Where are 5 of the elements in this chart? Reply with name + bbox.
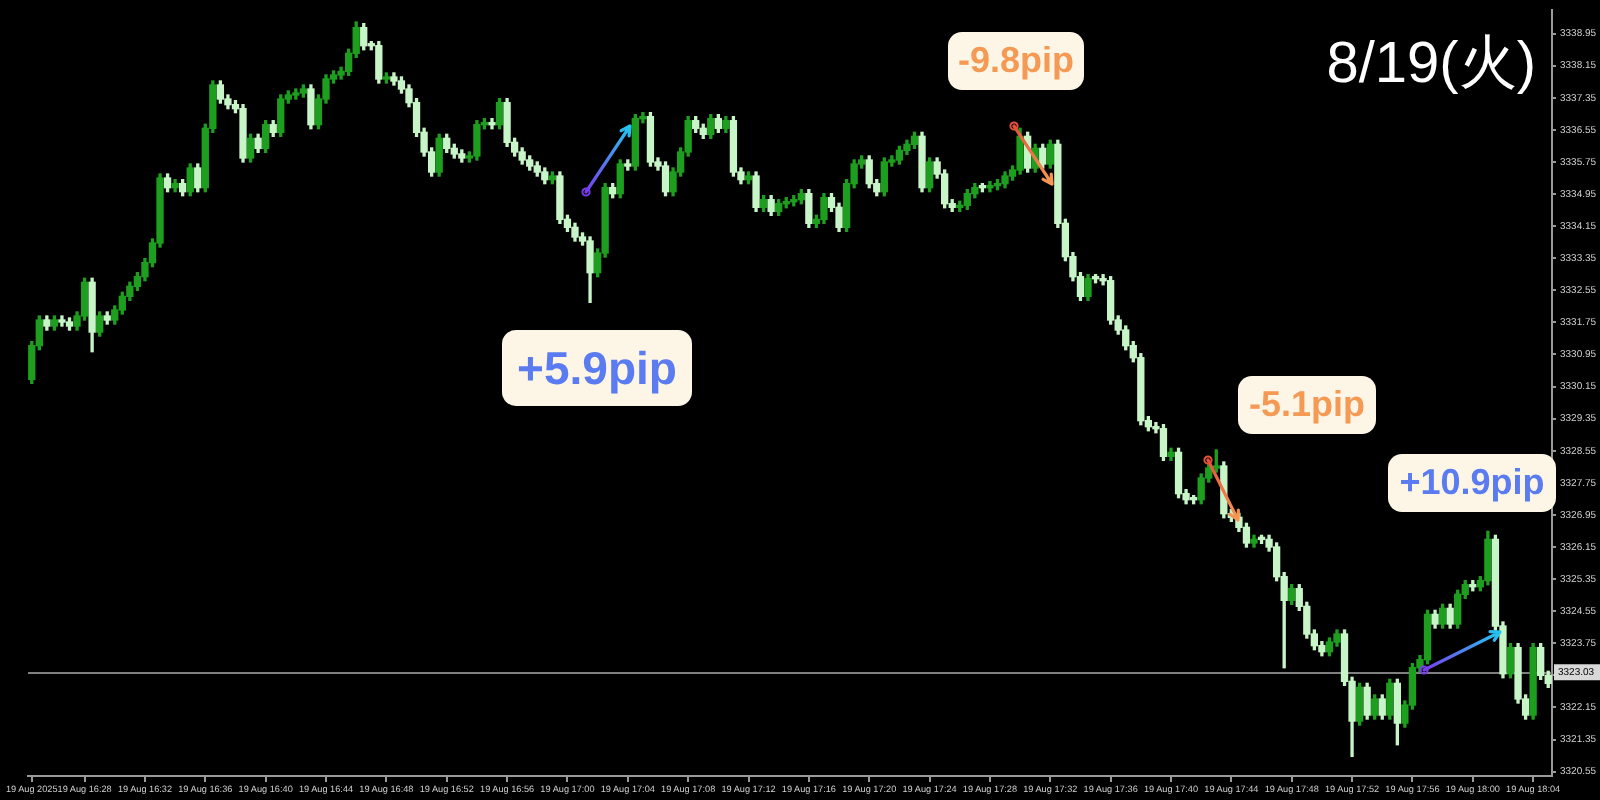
annotation: +10.9pip <box>1388 454 1556 512</box>
annotation: +5.9pip <box>502 330 692 406</box>
chart-title: 8/19(火) <box>1326 30 1536 100</box>
annotation: -9.8pip <box>948 32 1084 90</box>
annotation: -5.1pip <box>1238 376 1376 434</box>
